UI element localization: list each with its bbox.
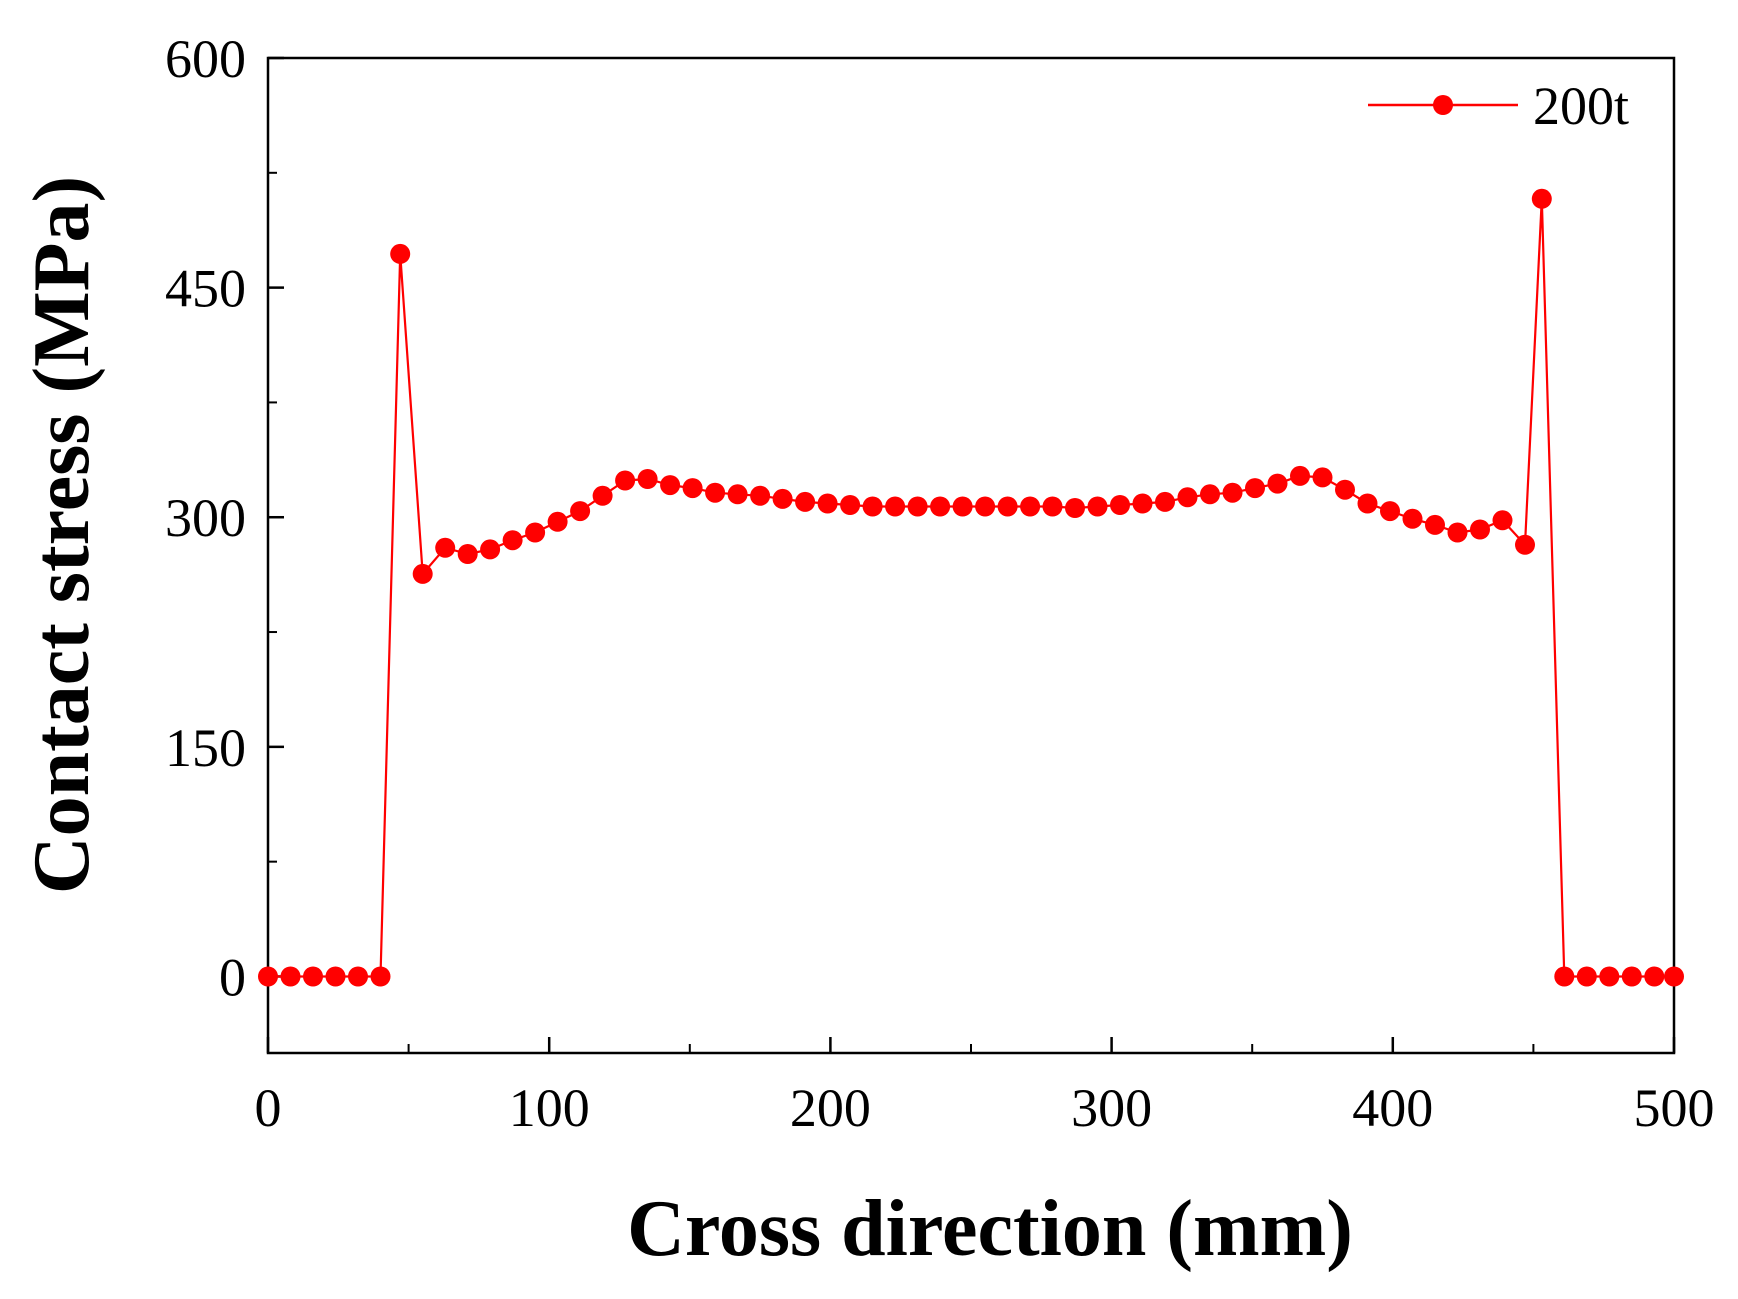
- data-point: [885, 496, 906, 517]
- data-point: [840, 495, 861, 515]
- data-point: [1065, 498, 1085, 518]
- data-point: [258, 966, 278, 987]
- legend-label: 200t: [1533, 76, 1629, 136]
- data-point: [1599, 966, 1620, 987]
- x-tick-label: 400: [1352, 1078, 1433, 1138]
- y-tick-label: 450: [165, 259, 246, 319]
- x-tick-label: 0: [255, 1078, 282, 1138]
- data-point: [280, 966, 301, 987]
- data-point: [1110, 495, 1130, 515]
- data-point: [348, 966, 368, 987]
- series-line: [268, 197, 1674, 978]
- data-point: [390, 243, 411, 264]
- data-point: [1245, 478, 1265, 499]
- plot-area: [258, 188, 1684, 987]
- data-point: [660, 475, 681, 496]
- data-point: [1087, 496, 1108, 517]
- x-axis-tick-labels: 0 100 200 300 400 500: [255, 1078, 1715, 1138]
- data-point: [1335, 479, 1355, 500]
- data-point: [1200, 484, 1220, 505]
- data-point: [1155, 491, 1175, 512]
- y-tick-label: 300: [165, 488, 246, 548]
- data-point: [952, 496, 973, 517]
- data-point: [1492, 510, 1513, 531]
- data-point: [1020, 496, 1041, 517]
- data-point: [930, 496, 951, 517]
- data-point: [682, 478, 703, 499]
- data-point: [592, 485, 613, 506]
- data-point: [303, 966, 323, 987]
- data-point: [727, 484, 748, 505]
- data-point: [1531, 188, 1552, 209]
- data-point: [772, 488, 793, 509]
- y-axis-tick-labels: 0 150 300 450 600: [165, 29, 246, 1007]
- data-point: [1425, 514, 1445, 535]
- data-point: [412, 563, 433, 584]
- data-point: [1447, 522, 1468, 543]
- legend: 200t: [1368, 76, 1629, 136]
- data-point: [1290, 465, 1310, 486]
- data-point: [1357, 493, 1378, 514]
- data-point: [1402, 508, 1423, 529]
- y-tick-label: 0: [219, 947, 246, 1007]
- data-point: [637, 469, 658, 489]
- data-point: [435, 537, 456, 558]
- y-tick-label: 150: [165, 718, 246, 778]
- data-point: [1664, 966, 1684, 987]
- data-point: [480, 539, 501, 560]
- data-point: [370, 966, 391, 987]
- y-axis-title: Contact stress (MPa): [18, 176, 106, 894]
- x-axis-title: Cross direction (mm): [627, 1185, 1353, 1273]
- data-point: [1621, 966, 1642, 987]
- data-point: [1644, 966, 1665, 987]
- data-point: [570, 501, 591, 522]
- data-point: [1576, 966, 1597, 987]
- data-point: [907, 496, 928, 517]
- data-point: [795, 491, 816, 512]
- data-point: [525, 522, 546, 543]
- data-point: [1312, 467, 1333, 488]
- axis-ticks: [266, 56, 1676, 1053]
- data-point: [1222, 482, 1243, 503]
- y-tick-label: 600: [165, 29, 246, 89]
- data-point: [997, 496, 1018, 517]
- data-point: [975, 496, 996, 517]
- legend-marker: [1433, 95, 1453, 115]
- x-tick-label: 100: [509, 1078, 590, 1138]
- x-tick-label: 300: [1071, 1078, 1152, 1138]
- data-point: [1554, 966, 1575, 987]
- data-point: [1177, 487, 1198, 508]
- data-point: [1042, 496, 1063, 517]
- data-point: [1267, 473, 1288, 494]
- x-tick-label: 200: [790, 1078, 871, 1138]
- data-point: [325, 966, 346, 987]
- x-tick-label: 500: [1634, 1078, 1715, 1138]
- data-point: [817, 493, 838, 514]
- data-point: [457, 544, 478, 564]
- data-point: [615, 470, 636, 491]
- data-point: [1470, 519, 1490, 540]
- data-point: [862, 496, 883, 517]
- data-point: [502, 530, 523, 551]
- data-point: [750, 485, 771, 506]
- data-point: [705, 482, 726, 503]
- data-point: [1515, 534, 1535, 555]
- data-point: [547, 511, 568, 532]
- data-point: [1380, 501, 1400, 522]
- data-point: [1132, 493, 1153, 514]
